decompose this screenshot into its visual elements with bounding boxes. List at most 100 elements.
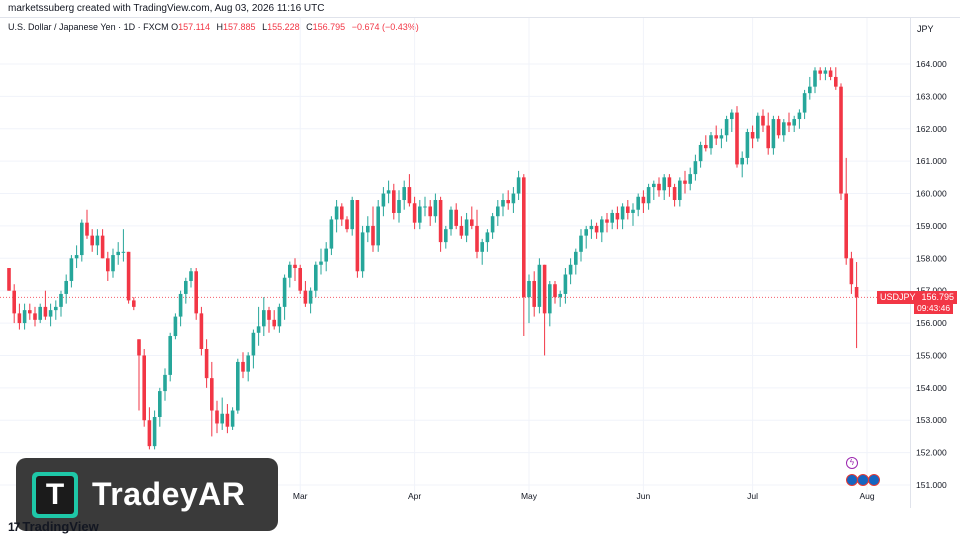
candle-body: [787, 122, 791, 126]
candle-body: [407, 187, 412, 204]
y-tick-label: 153.000: [916, 415, 947, 425]
candle-body: [449, 209, 453, 230]
candle-body: [828, 70, 833, 77]
candle-body: [579, 235, 583, 252]
low-label: L: [262, 22, 268, 32]
candle-body: [100, 235, 105, 259]
candle-body: [490, 216, 495, 233]
candle-body: [522, 177, 526, 298]
candle-body: [818, 70, 822, 74]
candle-body: [646, 187, 651, 204]
candle-body: [813, 70, 817, 87]
candle-body: [17, 313, 22, 324]
candle-body: [272, 319, 276, 327]
candle-body: [782, 122, 786, 136]
tradeyar-logo-text: TradeyAR: [92, 476, 246, 512]
candle-body: [792, 119, 796, 126]
candle-body: [121, 251, 126, 253]
candle-body: [683, 180, 687, 184]
currency-label[interactable]: JPY: [917, 24, 934, 34]
bar-countdown: 09:43:46: [914, 302, 954, 315]
candle-body: [340, 206, 344, 220]
candle-body: [85, 222, 89, 236]
candle-body: [142, 355, 146, 421]
candle-body: [672, 187, 677, 201]
candle-body: [7, 268, 11, 291]
candle-body: [730, 112, 734, 120]
candle-body: [173, 316, 178, 337]
candle-body: [256, 326, 261, 333]
candle-body: [516, 177, 521, 194]
candle-body: [548, 284, 552, 314]
candle-body: [147, 420, 152, 447]
candle-body: [366, 225, 370, 233]
candle-body: [636, 196, 640, 210]
candle-body: [428, 206, 432, 217]
candle-body: [74, 255, 79, 259]
candle-body: [59, 293, 63, 307]
candle-body: [537, 264, 542, 307]
candle-body: [116, 251, 120, 256]
candle-body: [137, 339, 141, 356]
lightning-icon[interactable]: ϟ: [846, 457, 858, 469]
candle-body: [459, 225, 464, 236]
candle-body: [397, 200, 401, 213]
candle-body: [802, 93, 807, 113]
candle-body: [236, 361, 240, 411]
candle-body: [678, 180, 682, 201]
candle-body: [735, 112, 739, 165]
candle-body: [563, 274, 568, 294]
candle-body: [761, 115, 765, 126]
candle-body: [714, 135, 718, 139]
x-tick-label: Jun: [637, 491, 651, 501]
candle-body: [542, 264, 547, 314]
candle-body: [501, 200, 505, 207]
y-tick-label: 158.000: [916, 253, 947, 263]
candle-body: [438, 200, 443, 243]
candle-body: [527, 280, 531, 298]
candle-body: [199, 313, 204, 349]
candle-body: [69, 258, 74, 281]
candle-body: [95, 235, 100, 246]
candle-body: [506, 200, 510, 204]
y-tick-label: 155.000: [916, 350, 947, 360]
y-tick-label: 161.000: [916, 156, 947, 166]
candle-body: [241, 361, 245, 372]
candle-body: [230, 410, 235, 427]
x-tick-label: May: [521, 491, 538, 501]
candle-body: [584, 229, 588, 236]
candle-body: [776, 119, 781, 136]
us-flag-icon[interactable]: [868, 474, 880, 486]
candle-body: [693, 161, 698, 175]
candle-body: [90, 235, 94, 246]
candle-body: [418, 206, 422, 223]
high-label: H: [216, 22, 224, 32]
candle-body: [568, 264, 573, 275]
candle-body: [345, 219, 349, 230]
candle-body: [381, 193, 386, 207]
y-tick-label: 163.000: [916, 91, 947, 101]
symbol-title[interactable]: U.S. Dollar / Japanese Yen · 1D · FXCM: [8, 22, 169, 32]
candle-body: [464, 219, 469, 236]
candle-body: [106, 258, 110, 272]
candle-body: [605, 219, 609, 223]
candle-body: [553, 284, 557, 298]
candle-body: [38, 306, 42, 320]
candle-body: [558, 293, 562, 298]
candle-body: [423, 206, 427, 208]
x-tick-label: Aug: [859, 491, 874, 501]
candle-body: [433, 200, 438, 217]
candle-body: [709, 135, 713, 149]
candle-body: [854, 287, 859, 298]
y-tick-label: 151.000: [916, 480, 947, 490]
candle-body: [303, 290, 308, 304]
candle-body: [756, 115, 760, 139]
candle-body: [402, 187, 406, 201]
candle-body: [745, 132, 750, 158]
candle-body: [28, 310, 32, 314]
candle-body: [662, 177, 666, 191]
candle-body: [126, 251, 131, 301]
tradingview-logo[interactable]: 17 TradingView: [8, 519, 99, 534]
candle-body: [610, 212, 614, 223]
